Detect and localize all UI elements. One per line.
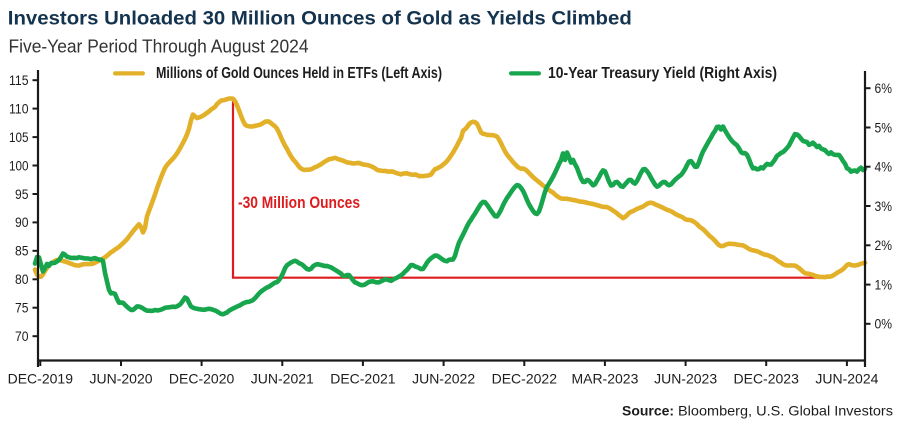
svg-text:Investors Unloaded 30 Million: Investors Unloaded 30 Million Ounces of …	[8, 8, 632, 30]
svg-text:110: 110	[9, 100, 29, 116]
svg-text:75: 75	[15, 300, 29, 316]
svg-text:Bloomberg, U.S. Global Investo: Bloomberg, U.S. Global Investors	[678, 403, 893, 419]
svg-text:JUN-2021: JUN-2021	[251, 371, 314, 387]
svg-text:2%: 2%	[875, 237, 893, 253]
svg-text:Source:: Source:	[622, 403, 674, 419]
svg-text:0%: 0%	[875, 316, 893, 332]
svg-text:-30 Million Ounces: -30 Million Ounces	[238, 193, 360, 212]
svg-text:70: 70	[15, 328, 29, 344]
svg-text:DEC-2021: DEC-2021	[330, 371, 396, 387]
svg-text:10-Year Treasury Yield (Right: 10-Year Treasury Yield (Right Axis)	[548, 65, 777, 82]
svg-text:100: 100	[9, 157, 29, 173]
svg-text:JUN-2022: JUN-2022	[412, 371, 475, 387]
svg-text:JUN-2024: JUN-2024	[815, 371, 878, 387]
svg-text:115: 115	[9, 72, 29, 88]
svg-text:105: 105	[9, 129, 29, 145]
svg-text:DEC-2020: DEC-2020	[169, 371, 235, 387]
svg-text:3%: 3%	[875, 198, 893, 214]
svg-text:1%: 1%	[875, 276, 893, 292]
svg-text:80: 80	[15, 271, 29, 287]
svg-text:95: 95	[15, 186, 29, 202]
svg-text:DEC-2023: DEC-2023	[734, 371, 800, 387]
svg-text:Millions of Gold Ounces Held i: Millions of Gold Ounces Held in ETFs (Le…	[156, 65, 442, 82]
svg-text:MAR-2023: MAR-2023	[571, 371, 638, 387]
svg-text:85: 85	[15, 243, 29, 259]
svg-text:90: 90	[15, 214, 29, 230]
svg-text:DEC-2022: DEC-2022	[492, 371, 558, 387]
svg-text:6%: 6%	[875, 80, 893, 96]
svg-text:JUN-2023: JUN-2023	[654, 371, 717, 387]
svg-text:DEC-2019: DEC-2019	[8, 371, 74, 387]
svg-text:JUN-2020: JUN-2020	[89, 371, 152, 387]
svg-text:Five-Year Period Through Augus: Five-Year Period Through August 2024	[9, 36, 309, 57]
svg-text:4%: 4%	[875, 159, 893, 175]
svg-text:5%: 5%	[875, 119, 893, 135]
